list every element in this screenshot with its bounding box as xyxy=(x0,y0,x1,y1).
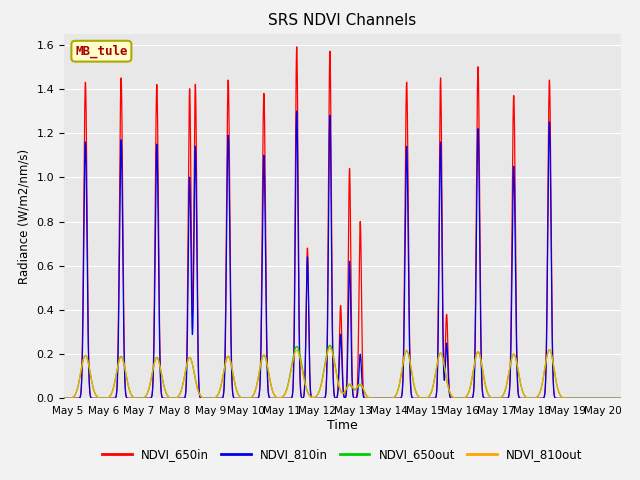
NDVI_650out xyxy=(262,355,269,361)
Text: MB_tule: MB_tule xyxy=(75,45,127,58)
NDVI_650out xyxy=(473,350,481,356)
NDVI_650in xyxy=(617,396,625,401)
NDVI_810out xyxy=(473,350,481,356)
NDVI_810in xyxy=(414,396,422,401)
NDVI_810out xyxy=(262,355,269,360)
Legend: NDVI_650in, NDVI_810in, NDVI_650out, NDVI_810out: NDVI_650in, NDVI_810in, NDVI_650out, NDV… xyxy=(97,443,588,466)
X-axis label: Time: Time xyxy=(327,419,358,432)
NDVI_650out xyxy=(414,393,422,399)
NDVI_810in xyxy=(262,258,269,264)
NDVI_650in xyxy=(293,44,301,50)
Title: SRS NDVI Channels: SRS NDVI Channels xyxy=(268,13,417,28)
NDVI_650in xyxy=(390,396,397,401)
NDVI_810out xyxy=(617,396,625,401)
NDVI_810out xyxy=(60,396,68,401)
NDVI_650in xyxy=(473,143,481,148)
NDVI_650in xyxy=(503,396,511,401)
NDVI_810in xyxy=(617,396,625,401)
NDVI_810in xyxy=(473,190,481,195)
Y-axis label: Radiance (W/m2/nm/s): Radiance (W/m2/nm/s) xyxy=(18,148,31,284)
NDVI_650out xyxy=(88,380,96,385)
Line: NDVI_650in: NDVI_650in xyxy=(64,47,621,398)
NDVI_810in xyxy=(293,108,301,114)
NDVI_810in xyxy=(607,396,615,401)
NDVI_810in xyxy=(60,396,68,401)
NDVI_650out xyxy=(326,342,333,348)
NDVI_810out xyxy=(503,382,511,388)
NDVI_810out xyxy=(326,345,333,351)
NDVI_650in xyxy=(414,396,422,401)
NDVI_810out xyxy=(88,380,96,385)
NDVI_650out xyxy=(617,396,625,401)
NDVI_650out xyxy=(60,396,68,401)
Line: NDVI_810in: NDVI_810in xyxy=(64,111,621,398)
NDVI_810in xyxy=(88,396,96,401)
NDVI_810out xyxy=(390,395,397,400)
NDVI_650in xyxy=(607,396,615,401)
NDVI_810in xyxy=(503,396,511,401)
Line: NDVI_650out: NDVI_650out xyxy=(64,345,621,398)
NDVI_650out xyxy=(390,395,397,400)
NDVI_650in xyxy=(88,396,96,401)
NDVI_810in xyxy=(390,396,397,401)
NDVI_650in xyxy=(262,222,269,228)
NDVI_650in xyxy=(60,396,68,401)
NDVI_810out xyxy=(414,393,422,398)
Line: NDVI_810out: NDVI_810out xyxy=(64,348,621,398)
NDVI_650out xyxy=(503,382,511,388)
